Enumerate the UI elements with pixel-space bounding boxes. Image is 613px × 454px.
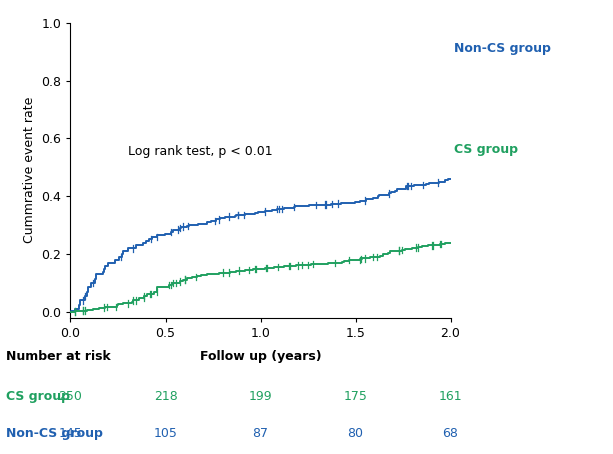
Text: Follow up (years): Follow up (years) xyxy=(200,350,321,363)
Text: 80: 80 xyxy=(348,427,364,440)
Text: 175: 175 xyxy=(344,390,367,404)
Text: Log rank test, p < 0.01: Log rank test, p < 0.01 xyxy=(128,145,272,158)
Text: 105: 105 xyxy=(154,427,177,440)
Text: 250: 250 xyxy=(59,390,82,404)
Y-axis label: Cummrative event rate: Cummrative event rate xyxy=(23,97,36,243)
Text: 218: 218 xyxy=(154,390,177,404)
Text: 68: 68 xyxy=(443,427,459,440)
Text: 145: 145 xyxy=(59,427,82,440)
Text: CS group: CS group xyxy=(454,143,519,156)
Text: CS group: CS group xyxy=(6,390,70,404)
Text: 161: 161 xyxy=(439,390,462,404)
Text: Non-CS group: Non-CS group xyxy=(6,427,103,440)
Text: 199: 199 xyxy=(249,390,272,404)
Text: Non-CS group: Non-CS group xyxy=(454,42,551,55)
Text: 87: 87 xyxy=(253,427,268,440)
Text: Number at risk: Number at risk xyxy=(6,350,111,363)
